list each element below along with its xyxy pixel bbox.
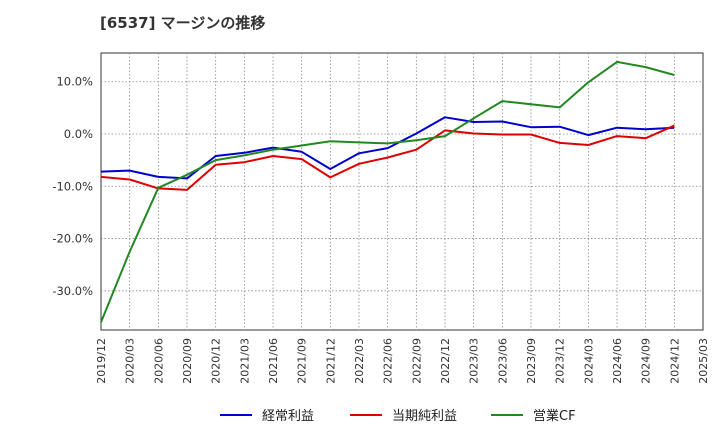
x-tick-label: 2024/09 xyxy=(640,338,653,384)
plot-area xyxy=(100,52,704,331)
chart-title: [6537] マージンの推移 xyxy=(100,14,266,32)
x-tick-label: 2023/03 xyxy=(468,338,481,384)
x-tick-label: 2022/03 xyxy=(353,338,366,384)
x-tick-label: 2020/06 xyxy=(152,338,165,384)
x-tick-label: 2024/12 xyxy=(668,338,681,384)
y-tick-label: 10.0% xyxy=(56,75,93,89)
x-tick-label: 2021/03 xyxy=(238,338,251,384)
x-tick-label: 2021/06 xyxy=(267,338,280,384)
x-tick-label: 2020/12 xyxy=(210,338,223,384)
y-tick-label: 0.0% xyxy=(64,127,93,141)
x-tick-label: 2022/12 xyxy=(439,338,452,384)
grid-lines xyxy=(101,53,703,330)
x-tick-label: 2022/06 xyxy=(382,338,395,384)
legend: 経常利益 当期純利益 営業CF xyxy=(220,408,576,424)
x-tick-label: 2023/12 xyxy=(554,338,567,384)
x-tick-label: 2025/03 xyxy=(697,338,710,384)
series-line-営業CF xyxy=(100,60,675,323)
x-tick-label: 2023/09 xyxy=(525,338,538,384)
x-axis-ticks: 2019/12 2020/03 2020/06 2020/09 2020/12 2021/… xyxy=(95,338,710,384)
x-tick-label: 2024/06 xyxy=(611,338,624,384)
x-tick-label: 2024/03 xyxy=(582,338,595,384)
x-tick-label: 2019/12 xyxy=(95,338,108,384)
legend-label: 経常利益 xyxy=(262,409,314,424)
x-tick-label: 2020/03 xyxy=(124,338,137,384)
y-tick-label: -30.0% xyxy=(52,284,93,298)
x-tick-label: 2020/09 xyxy=(181,338,194,384)
x-tick-label: 2023/06 xyxy=(496,338,509,384)
series-lines xyxy=(100,60,675,323)
y-axis-ticks: 10.0% 0.0% -10.0% -20.0% -30.0% xyxy=(52,75,93,298)
y-tick-label: -20.0% xyxy=(52,232,93,246)
legend-label: 営業CF xyxy=(533,408,576,424)
x-tick-label: 2022/09 xyxy=(410,338,423,384)
series-line-当期純利益 xyxy=(100,124,675,191)
legend-label: 当期純利益 xyxy=(392,409,457,424)
x-tick-label: 2021/12 xyxy=(324,338,337,384)
y-tick-label: -10.0% xyxy=(52,179,93,193)
x-tick-label: 2021/09 xyxy=(296,338,309,384)
